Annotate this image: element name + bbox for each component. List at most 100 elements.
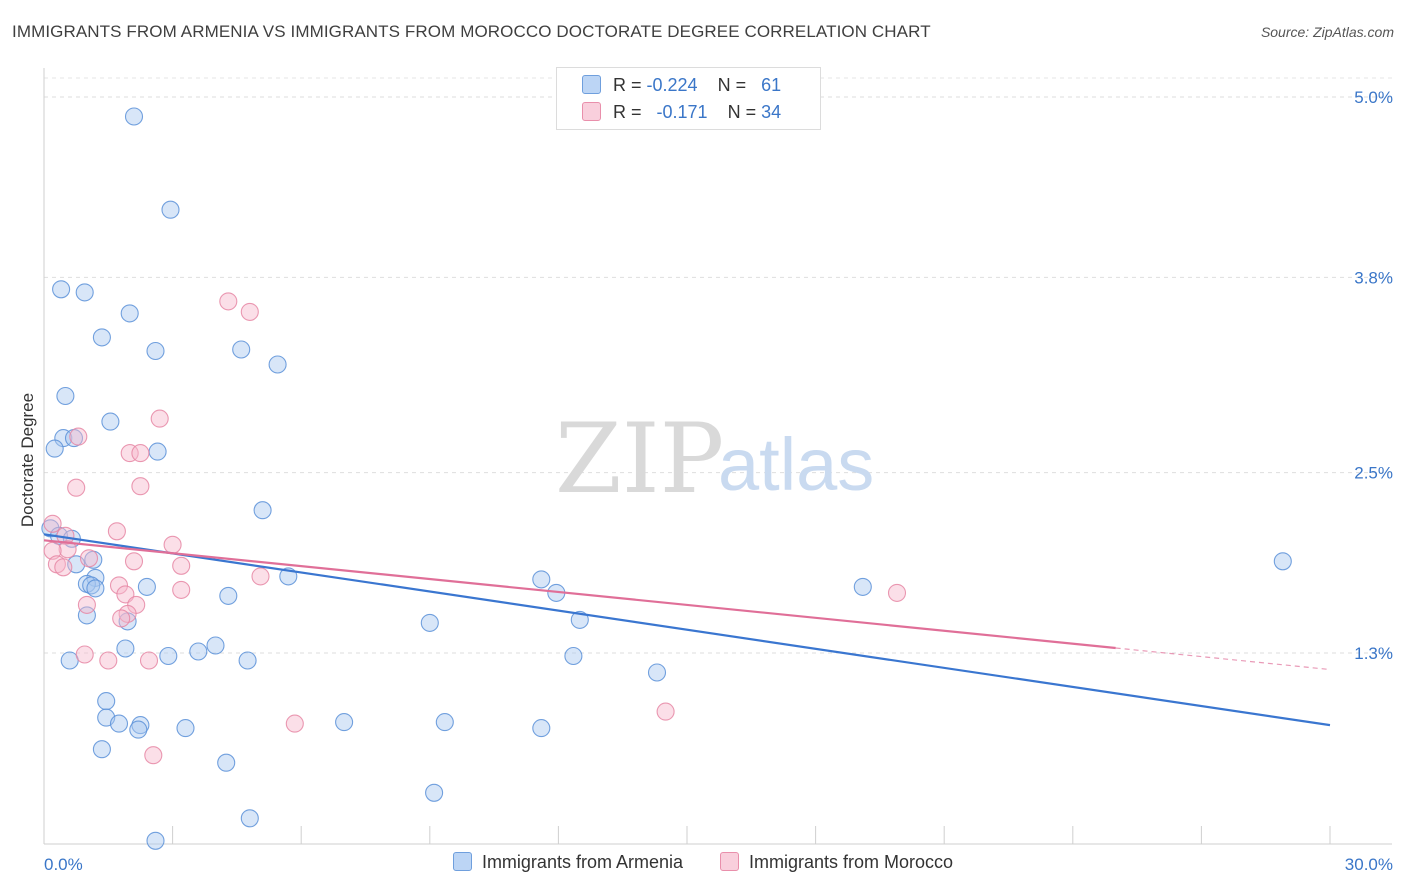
data-point	[120, 444, 139, 463]
data-point	[58, 540, 77, 559]
y-tick-label: 1.3%	[1354, 644, 1393, 663]
trend-line-extension-morocco	[1115, 647, 1331, 671]
trend-lines	[43, 533, 1331, 727]
watermark-atlas: atlas	[718, 423, 874, 506]
legend-r-value-morocco: -0.171	[656, 102, 708, 122]
data-point	[1273, 552, 1292, 571]
data-point	[219, 292, 238, 311]
data-point	[219, 586, 238, 605]
data-point	[161, 200, 180, 219]
data-point	[75, 645, 94, 664]
series-morocco	[43, 292, 907, 765]
data-point	[144, 746, 163, 765]
x-tick-label-max: 30.0%	[1345, 855, 1393, 874]
series-legend: Immigrants from Armenia Immigrants from …	[0, 852, 1406, 873]
data-point	[285, 714, 304, 733]
data-point	[206, 636, 225, 655]
y-tick-label: 5.0%	[1354, 88, 1393, 107]
data-point	[54, 558, 73, 577]
data-points	[41, 107, 1292, 850]
data-point	[172, 556, 191, 575]
series-armenia	[41, 107, 1292, 850]
trend-line-morocco	[43, 539, 1116, 650]
data-point	[564, 646, 583, 666]
data-point	[131, 477, 150, 496]
y-axis-label: Doctorate Degree	[18, 392, 37, 528]
data-point	[532, 570, 551, 589]
data-point	[79, 549, 99, 568]
trend-line-armenia	[43, 533, 1331, 727]
data-point	[124, 107, 144, 126]
data-point	[99, 651, 118, 670]
data-point	[109, 576, 129, 595]
data-point	[139, 651, 159, 670]
data-point	[43, 541, 62, 560]
series-legend-morocco: Immigrants from Morocco	[720, 852, 953, 873]
data-point	[77, 606, 96, 625]
data-point	[60, 651, 79, 670]
data-point	[335, 713, 354, 732]
stats-legend: R = -0.224 N = 61 R = -0.171 N = 34	[556, 67, 821, 130]
data-point	[159, 646, 178, 666]
data-point	[67, 478, 86, 497]
data-point	[101, 412, 120, 431]
data-point	[238, 651, 257, 670]
data-point	[56, 386, 75, 406]
data-point	[116, 585, 135, 604]
data-point	[146, 831, 165, 850]
data-point	[163, 535, 182, 554]
data-point	[69, 427, 88, 446]
data-point	[92, 328, 111, 347]
data-point	[148, 442, 167, 461]
legend-r-value-armenia: -0.224	[646, 75, 698, 95]
data-point	[425, 783, 444, 802]
data-point	[217, 753, 236, 772]
data-point	[532, 719, 551, 738]
data-point	[109, 714, 129, 733]
data-point	[120, 304, 139, 323]
data-point	[112, 609, 131, 628]
data-point	[435, 713, 454, 732]
data-point	[189, 642, 208, 661]
data-point	[107, 522, 126, 541]
data-point	[129, 720, 148, 739]
data-point	[176, 719, 195, 738]
source-label: Source: ZipAtlas.com	[1260, 24, 1394, 40]
data-point	[887, 583, 907, 602]
data-point	[116, 639, 135, 658]
data-point	[232, 340, 251, 359]
legend-n-value-armenia: 61	[761, 75, 782, 95]
legend-n-label: N =	[727, 102, 757, 122]
x-tick-label-min: 0.0%	[44, 855, 83, 874]
series-legend-armenia: Immigrants from Armenia	[452, 852, 683, 873]
legend-n-value-morocco: 34	[761, 102, 782, 122]
data-point	[137, 577, 156, 596]
legend-r-label: R =	[613, 75, 642, 95]
data-point	[131, 444, 150, 463]
series-legend-label: Immigrants from Armenia	[481, 852, 683, 872]
axes	[43, 68, 1392, 845]
data-point	[146, 341, 165, 361]
data-point	[75, 283, 94, 302]
y-tick-label: 3.8%	[1354, 268, 1393, 287]
gridlines	[44, 77, 1392, 654]
y-tick-label: 2.5%	[1354, 464, 1393, 483]
data-point	[97, 692, 116, 711]
data-point	[656, 702, 675, 721]
legend-swatch-armenia	[582, 75, 601, 94]
data-point	[853, 577, 872, 596]
data-point	[124, 552, 144, 571]
data-point	[86, 579, 105, 598]
watermark-zip: ZIP	[555, 403, 724, 515]
chart-title: IMMIGRANTS FROM ARMENIA VS IMMIGRANTS FR…	[12, 22, 931, 41]
data-point	[150, 409, 169, 428]
tick-labels: 1.3% 2.5% 3.8% 5.0% 0.0% 30.0%	[44, 88, 1393, 874]
data-point	[253, 501, 272, 520]
legend-row-armenia: R = -0.224 N = 61	[582, 75, 781, 99]
series-legend-label: Immigrants from Morocco	[749, 852, 954, 872]
legend-swatch-morocco	[582, 102, 601, 121]
data-point	[172, 580, 191, 599]
data-point	[647, 663, 667, 682]
series-swatch-armenia	[452, 852, 472, 871]
